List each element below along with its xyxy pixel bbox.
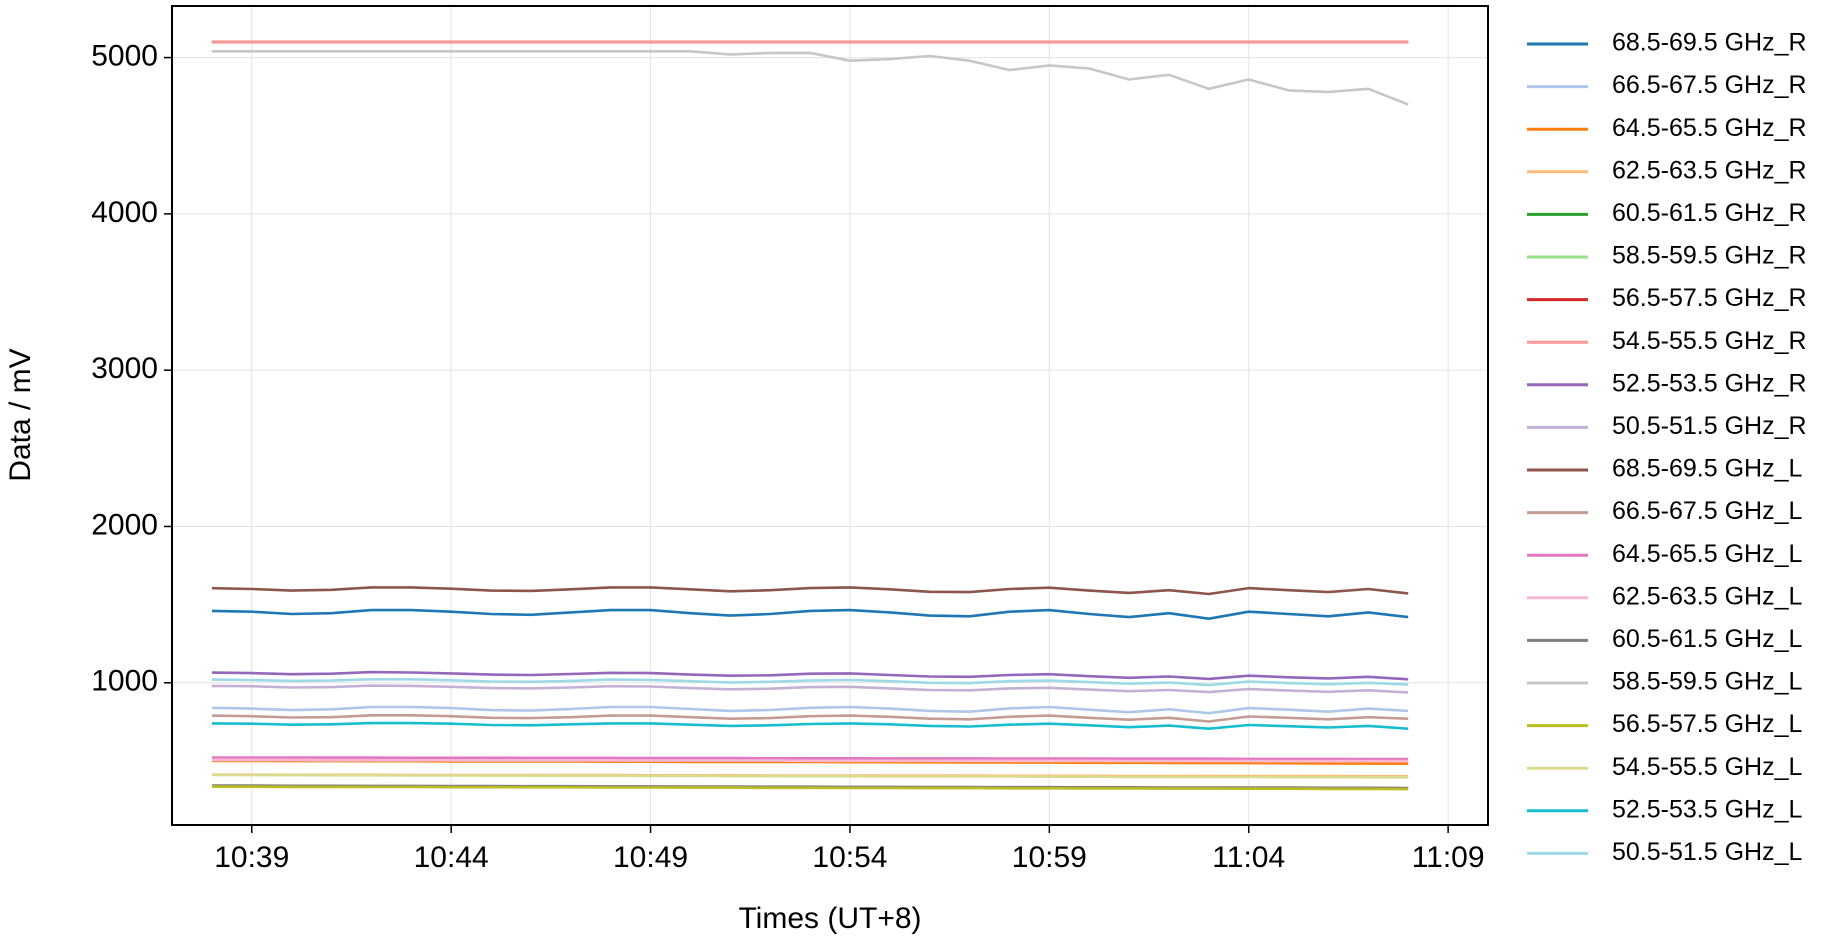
- y-tick-label: 3000: [91, 352, 158, 385]
- legend-label: 62.5-63.5 GHz_L: [1612, 582, 1802, 610]
- series-line: [211, 705, 1409, 715]
- series-line: [211, 586, 1409, 596]
- series-line: [211, 50, 1409, 106]
- series-line: [211, 684, 1409, 694]
- series-line: [211, 714, 1409, 723]
- x-tick-label: 10:54: [812, 841, 887, 874]
- series-line: [211, 756, 1409, 761]
- series-line: [211, 785, 1409, 791]
- legend-label: 54.5-55.5 GHz_L: [1612, 753, 1802, 781]
- legend-label: 50.5-51.5 GHz_L: [1612, 838, 1802, 866]
- x-tick-label: 11:04: [1212, 841, 1285, 874]
- x-tick-label: 10:39: [214, 841, 289, 874]
- x-tick-label: 11:09: [1412, 841, 1485, 874]
- y-axis-label: Data / mV: [4, 348, 37, 481]
- series-line: [211, 608, 1409, 620]
- legend-label: 50.5-51.5 GHz_R: [1612, 412, 1807, 440]
- legend-label: 66.5-67.5 GHz_L: [1612, 497, 1802, 525]
- series-line: [211, 758, 1409, 763]
- x-axis-label: Times (UT+8): [738, 902, 921, 935]
- series-line: [211, 670, 1409, 681]
- legend-label: 54.5-55.5 GHz_R: [1612, 327, 1807, 355]
- series-line: [211, 773, 1409, 779]
- legend-label: 56.5-57.5 GHz_R: [1612, 284, 1807, 312]
- x-tick-label: 10:59: [1012, 841, 1087, 874]
- legend-label: 56.5-57.5 GHz_L: [1612, 710, 1802, 738]
- x-tick-label: 10:44: [414, 841, 489, 874]
- legend-label: 52.5-53.5 GHz_R: [1612, 369, 1807, 397]
- legend-label: 58.5-59.5 GHz_R: [1612, 242, 1807, 270]
- legend-label: 60.5-61.5 GHz_R: [1612, 199, 1807, 227]
- legend-label: 64.5-65.5 GHz_R: [1612, 114, 1807, 142]
- x-tick-label: 10:49: [613, 841, 688, 874]
- legend-label: 58.5-59.5 GHz_L: [1612, 668, 1802, 696]
- legend-label: 68.5-69.5 GHz_R: [1612, 29, 1807, 57]
- series-line: [211, 678, 1409, 687]
- y-tick-label: 5000: [91, 40, 158, 73]
- legend-label: 52.5-53.5 GHz_L: [1612, 795, 1802, 823]
- legend-label: 60.5-61.5 GHz_L: [1612, 625, 1802, 653]
- plot-frame: [171, 5, 1489, 826]
- y-tick-label: 2000: [91, 508, 158, 541]
- legend-label: 62.5-63.5 GHz_R: [1612, 156, 1807, 184]
- legend-label: 64.5-65.5 GHz_L: [1612, 540, 1802, 568]
- y-tick-label: 1000: [91, 665, 158, 698]
- y-tick-label: 4000: [91, 196, 158, 229]
- series-line: [211, 721, 1409, 730]
- legend-label: 68.5-69.5 GHz_L: [1612, 455, 1802, 483]
- legend-label: 66.5-67.5 GHz_R: [1612, 71, 1807, 99]
